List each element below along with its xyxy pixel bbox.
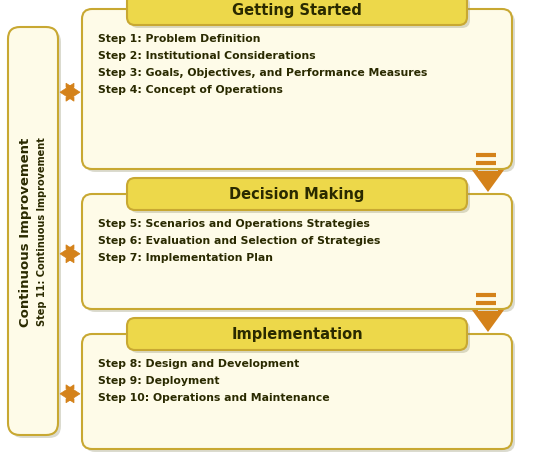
Text: Getting Started: Getting Started bbox=[232, 2, 362, 18]
Text: Step 2: Institutional Considerations: Step 2: Institutional Considerations bbox=[98, 51, 316, 61]
Text: Step 5: Scenarios and Operations Strategies: Step 5: Scenarios and Operations Strateg… bbox=[98, 219, 370, 229]
Polygon shape bbox=[60, 385, 80, 403]
Text: Decision Making: Decision Making bbox=[229, 187, 365, 202]
FancyBboxPatch shape bbox=[127, 0, 467, 26]
Polygon shape bbox=[472, 171, 504, 193]
FancyBboxPatch shape bbox=[127, 319, 467, 350]
Polygon shape bbox=[472, 310, 504, 332]
FancyBboxPatch shape bbox=[82, 334, 512, 449]
FancyBboxPatch shape bbox=[130, 321, 470, 353]
FancyBboxPatch shape bbox=[85, 337, 515, 452]
FancyBboxPatch shape bbox=[127, 179, 467, 211]
Text: Step 10: Operations and Maintenance: Step 10: Operations and Maintenance bbox=[98, 392, 330, 402]
Text: Step 9: Deployment: Step 9: Deployment bbox=[98, 375, 219, 385]
FancyBboxPatch shape bbox=[85, 198, 515, 313]
Text: Step 8: Design and Development: Step 8: Design and Development bbox=[98, 358, 299, 368]
FancyBboxPatch shape bbox=[11, 31, 61, 438]
FancyBboxPatch shape bbox=[85, 13, 515, 173]
FancyBboxPatch shape bbox=[8, 28, 58, 435]
Polygon shape bbox=[60, 84, 80, 102]
FancyBboxPatch shape bbox=[130, 181, 470, 213]
FancyBboxPatch shape bbox=[82, 10, 512, 169]
Text: Implementation: Implementation bbox=[231, 327, 363, 342]
Text: Continuous Improvement: Continuous Improvement bbox=[19, 137, 33, 326]
Text: Step 11: Continuous Improvement: Step 11: Continuous Improvement bbox=[37, 137, 47, 326]
Text: Step 7: Implementation Plan: Step 7: Implementation Plan bbox=[98, 252, 273, 263]
Text: Step 1: Problem Definition: Step 1: Problem Definition bbox=[98, 34, 260, 44]
FancyBboxPatch shape bbox=[130, 0, 470, 29]
Polygon shape bbox=[60, 245, 80, 263]
Text: Step 4: Concept of Operations: Step 4: Concept of Operations bbox=[98, 85, 283, 95]
Text: Step 6: Evaluation and Selection of Strategies: Step 6: Evaluation and Selection of Stra… bbox=[98, 236, 380, 245]
Text: Step 3: Goals, Objectives, and Performance Measures: Step 3: Goals, Objectives, and Performan… bbox=[98, 68, 427, 78]
FancyBboxPatch shape bbox=[82, 194, 512, 309]
